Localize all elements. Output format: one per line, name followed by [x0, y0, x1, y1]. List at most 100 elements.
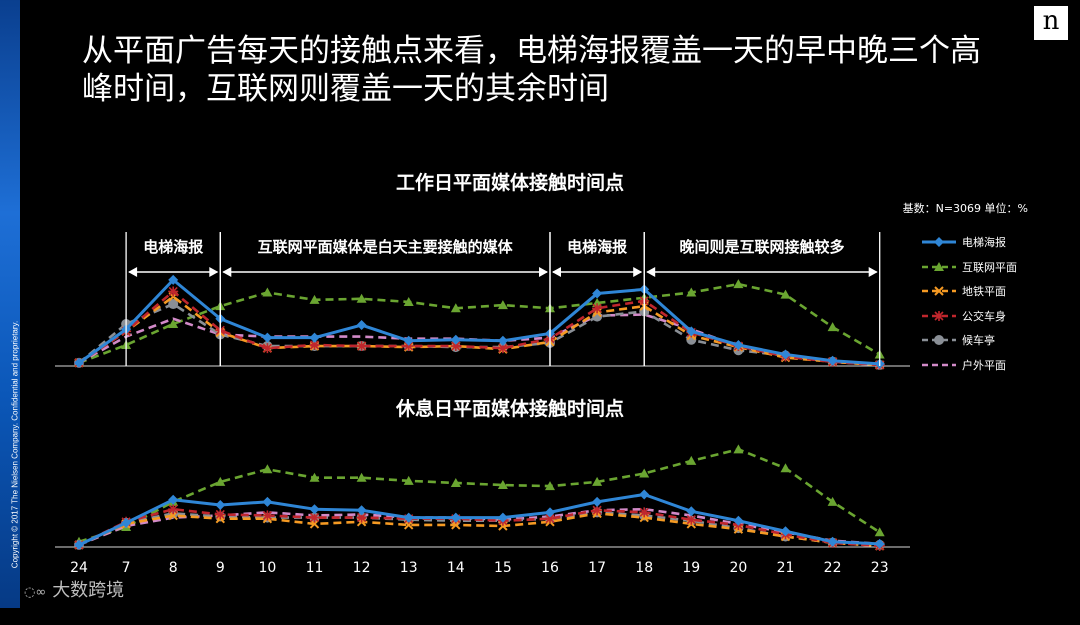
data-point-s1-16	[827, 322, 838, 332]
legend-item: 地铁平面	[922, 279, 1017, 304]
data-point-s3-5	[309, 512, 320, 523]
x-tick-label: 17	[588, 560, 606, 576]
x-tick-label: 19	[682, 560, 700, 576]
annotation-group: 电梯海报 互联网平面媒体是白天主要接触的媒体 电梯海报 晚间则是互联网接触较多	[125, 232, 881, 366]
x-tick-label: 11	[306, 560, 324, 576]
base-note: 基数：N=3069 单位：%	[902, 202, 1028, 215]
arrow-left-icon	[646, 267, 656, 277]
data-point-s0-4	[262, 496, 273, 507]
data-point-s0-8	[450, 512, 461, 523]
data-point-s4-2	[168, 299, 179, 310]
legend-label: 地铁平面	[962, 285, 1006, 299]
data-point-s1-7	[403, 296, 414, 306]
series-line-1	[78, 448, 881, 543]
data-point-s0-16	[827, 355, 838, 366]
legend-marker	[934, 286, 944, 296]
arrow-left-icon	[128, 267, 138, 277]
data-point-s1-15	[780, 289, 791, 299]
left-accent-strip	[0, 0, 20, 608]
data-point-s3-2	[168, 286, 179, 297]
line-charts: 24 7 8 9 10 11 12 13 14 15 16 17 18 19 20 21 22 23 电梯海报 互联网…	[55, 232, 910, 576]
data-point-s1-12	[639, 468, 650, 478]
legend-label: 公交车身	[962, 309, 1006, 323]
watermark: ◌∞ 大数跨境	[24, 576, 124, 602]
legend-swatch	[922, 237, 956, 248]
x-tick-label: 24	[70, 560, 88, 576]
data-point-s0-5	[309, 332, 320, 343]
data-point-s0-9	[497, 335, 508, 346]
data-point-s3-12	[639, 507, 650, 518]
annotation-label-0: 电梯海报	[143, 238, 203, 256]
chart-title-weekday: 工作日平面媒体接触时间点	[395, 172, 624, 194]
data-point-s0-14	[733, 515, 744, 526]
data-point-s0-0	[74, 357, 84, 368]
annotation-label-3: 晚间则是互联网接触较多	[679, 238, 844, 256]
data-point-s1-5	[309, 294, 320, 304]
legend-label: 候车亭	[962, 334, 995, 348]
data-point-s3-11	[592, 505, 603, 516]
legend-item: 户外平面	[922, 353, 1017, 378]
data-point-s1-4	[262, 287, 273, 297]
data-point-s1-14	[733, 279, 744, 289]
series-line-1	[78, 282, 881, 365]
legend-label: 电梯海报	[962, 236, 1006, 250]
data-point-s1-3	[215, 476, 226, 486]
data-point-s1-6	[356, 472, 367, 482]
data-point-s0-4	[262, 332, 273, 343]
data-point-s0-11	[592, 496, 603, 507]
chart-title-weekend: 休息日平面媒体接触时间点	[395, 398, 624, 420]
arrow-right-icon	[868, 267, 878, 277]
data-point-s3-3	[215, 509, 226, 520]
x-tick-label: 14	[447, 560, 465, 576]
data-point-s1-9	[497, 300, 508, 310]
data-point-s0-7	[403, 335, 414, 346]
data-point-s1-6	[356, 293, 367, 303]
legend-label: 互联网平面	[962, 260, 1017, 274]
data-point-s0-8	[450, 334, 461, 345]
nielsen-logo: n	[1034, 6, 1068, 40]
data-point-s0-9	[497, 512, 508, 523]
data-point-s0-11	[592, 288, 603, 299]
series-line-5	[78, 507, 880, 547]
data-point-s1-16	[827, 496, 838, 506]
data-point-s1-10	[545, 481, 555, 491]
data-point-s0-12	[639, 489, 650, 500]
legend-swatch	[922, 261, 956, 271]
data-point-s0-15	[780, 526, 791, 537]
data-point-s3-2	[168, 504, 179, 515]
data-point-s3-11	[592, 303, 603, 314]
legend-label: 户外平面	[962, 358, 1006, 372]
legend-swatch	[922, 286, 956, 296]
data-point-s1-8	[450, 477, 461, 487]
watermark-text: 大数跨境	[52, 580, 125, 601]
series-line-0	[78, 278, 880, 366]
x-tick-label: 23	[871, 560, 889, 576]
x-tick-label: 20	[729, 560, 747, 576]
x-tick-label: 16	[541, 560, 559, 576]
series-line-4	[78, 302, 880, 367]
data-point-s3-6	[356, 512, 367, 523]
data-point-s1-15	[780, 463, 791, 473]
watermark-logo-icon: ◌∞	[24, 585, 47, 600]
data-point-s0-16	[827, 536, 838, 547]
data-point-s0-13	[686, 506, 697, 517]
page-title: 从平面广告每天的接触点来看，电梯海报覆盖一天的早中晚三个高峰时间，互联网则覆盖一…	[82, 33, 981, 107]
series-line-3	[78, 507, 880, 548]
legend-item: 互联网平面	[922, 255, 1017, 280]
data-point-s3-8	[450, 341, 461, 352]
data-point-s3-6	[356, 341, 367, 352]
data-point-s0-2	[168, 494, 179, 505]
x-tick-label: 9	[216, 560, 225, 576]
data-point-s1-4	[262, 464, 273, 474]
data-point-s0-2	[168, 274, 179, 285]
data-point-s0-17	[874, 538, 885, 549]
data-point-s3-4	[262, 343, 273, 354]
legend: 电梯海报互联网平面地铁平面公交车身候车亭户外平面	[922, 230, 1017, 377]
data-point-s0-5	[309, 504, 320, 515]
x-tick-label: 8	[169, 560, 178, 576]
legend-item: 候车亭	[922, 328, 1017, 353]
data-point-s3-9	[497, 343, 508, 354]
arrow-right-icon	[633, 267, 643, 277]
data-point-s3-13	[686, 514, 697, 525]
x-tick-label: 15	[494, 560, 512, 576]
